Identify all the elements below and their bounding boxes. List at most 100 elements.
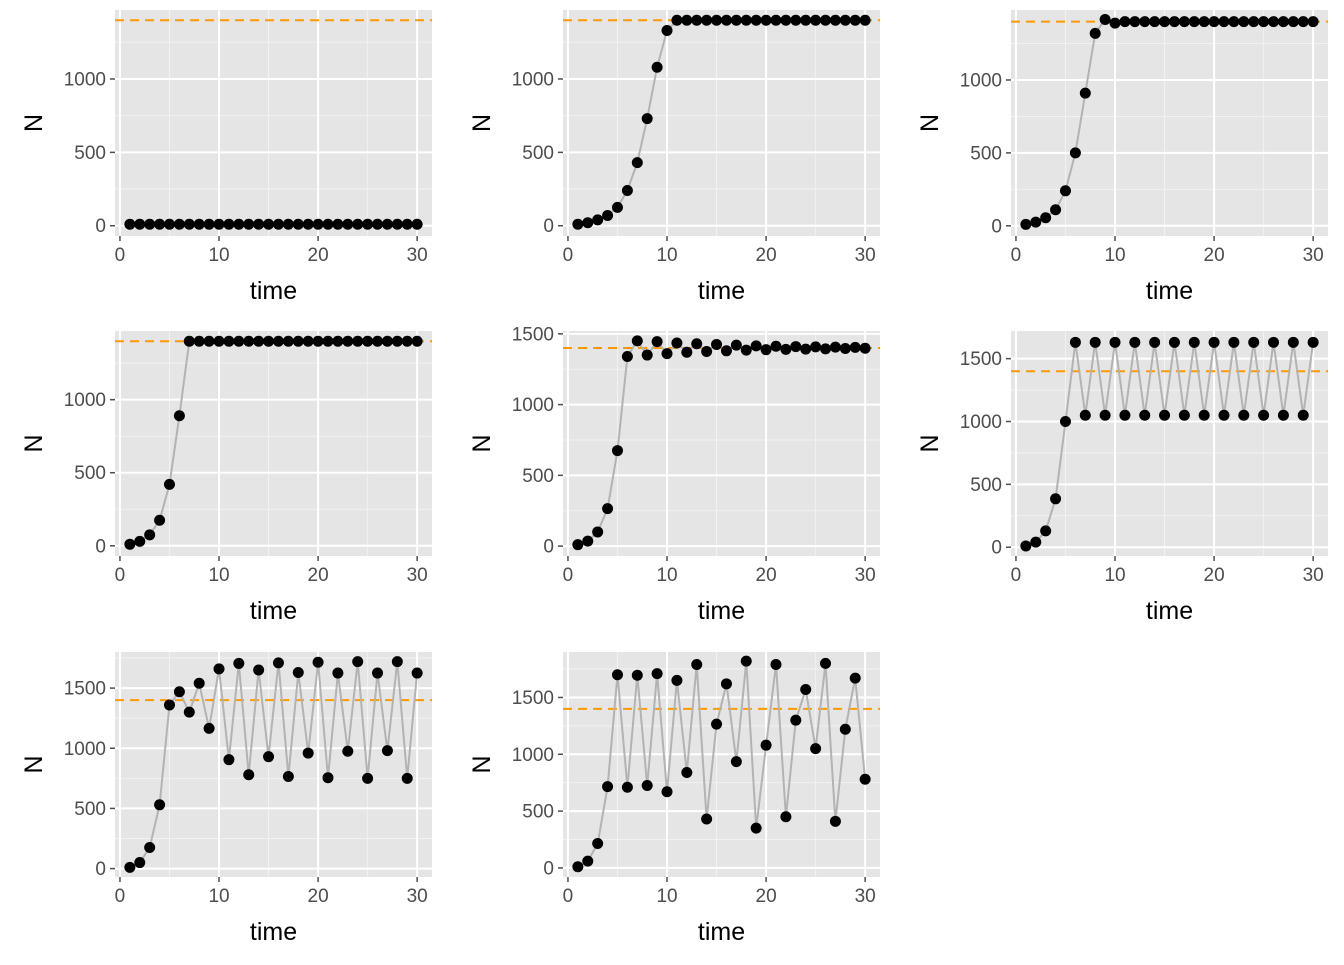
- data-point: [1208, 336, 1220, 348]
- data-point: [651, 668, 663, 680]
- y-axis-title: N: [20, 434, 48, 452]
- data-point: [1258, 409, 1270, 421]
- data-point: [203, 722, 215, 734]
- data-point: [183, 218, 195, 230]
- data-point: [740, 344, 752, 356]
- data-point: [411, 667, 423, 679]
- data-point: [1268, 16, 1280, 28]
- data-point: [154, 218, 166, 230]
- data-point: [800, 343, 812, 355]
- data-point: [1188, 16, 1200, 28]
- data-point: [740, 14, 752, 26]
- data-point: [253, 335, 265, 347]
- data-point: [223, 754, 235, 766]
- data-point: [193, 677, 205, 689]
- data-point: [592, 214, 604, 226]
- data-point: [312, 656, 324, 668]
- x-tick-label: 10: [1104, 565, 1125, 586]
- data-point: [760, 344, 772, 356]
- data-point: [282, 771, 294, 783]
- series-line: [1025, 342, 1315, 547]
- data-point: [661, 25, 673, 37]
- x-tick-label: 0: [563, 886, 574, 907]
- x-tick-label: 20: [308, 886, 329, 907]
- data-point: [671, 337, 683, 349]
- data-point: [1020, 540, 1032, 552]
- data-point: [641, 349, 653, 361]
- y-tick-label: 1000: [512, 745, 554, 766]
- data-point: [1159, 409, 1171, 421]
- x-axis-title: time: [698, 277, 745, 305]
- data-point: [1297, 16, 1309, 28]
- data-point: [611, 201, 623, 213]
- data-point: [193, 335, 205, 347]
- x-tick-label: 10: [1104, 245, 1125, 266]
- data-point: [401, 335, 413, 347]
- data-point: [810, 743, 822, 755]
- data-point: [829, 815, 841, 827]
- data-point: [1139, 409, 1151, 421]
- y-tick-label: 0: [543, 858, 554, 879]
- data-point: [1040, 525, 1052, 537]
- data-point: [362, 335, 374, 347]
- data-point: [711, 718, 723, 730]
- x-tick-label: 0: [1011, 245, 1022, 266]
- data-point: [312, 218, 324, 230]
- data-point: [1109, 17, 1121, 29]
- y-tick-label: 500: [74, 799, 106, 820]
- data-point: [1218, 16, 1230, 28]
- data-point: [144, 529, 156, 541]
- x-tick-label: 0: [115, 245, 126, 266]
- data-point: [253, 218, 265, 230]
- y-axis-title: N: [20, 114, 48, 132]
- data-point: [661, 786, 673, 798]
- y-axis-title: N: [916, 434, 944, 452]
- data-point: [631, 335, 643, 347]
- data-point: [760, 14, 772, 26]
- data-point: [800, 14, 812, 26]
- y-tick-label: 1500: [960, 349, 1002, 370]
- data-point: [292, 335, 304, 347]
- data-point: [1119, 16, 1131, 28]
- y-tick-label: 500: [522, 802, 554, 823]
- data-point: [1069, 147, 1081, 159]
- data-point: [839, 14, 851, 26]
- data-point: [332, 335, 344, 347]
- data-point: [691, 338, 703, 350]
- data-point: [1159, 16, 1171, 28]
- panel-background: [1011, 10, 1328, 236]
- data-point: [332, 218, 344, 230]
- y-tick-label: 0: [95, 536, 106, 557]
- x-tick-label: 30: [407, 565, 428, 586]
- data-point: [213, 218, 225, 230]
- data-point: [391, 218, 403, 230]
- data-point: [411, 218, 423, 230]
- data-point: [1139, 16, 1151, 28]
- data-point: [592, 526, 604, 538]
- x-tick-label: 30: [407, 245, 428, 266]
- x-tick-label: 30: [855, 886, 876, 907]
- data-point: [134, 857, 146, 869]
- data-point: [381, 335, 393, 347]
- x-tick-label: 10: [656, 886, 677, 907]
- y-tick-label: 1500: [512, 688, 554, 709]
- data-point: [701, 813, 713, 825]
- data-point: [1168, 336, 1180, 348]
- data-point: [691, 14, 703, 26]
- data-point: [1287, 16, 1299, 28]
- y-axis-title: N: [468, 755, 496, 773]
- data-point: [582, 855, 594, 867]
- y-tick-label: 1000: [64, 69, 106, 90]
- data-point: [1277, 16, 1289, 28]
- data-point: [342, 335, 354, 347]
- data-point: [651, 61, 663, 73]
- data-point: [1099, 409, 1111, 421]
- data-point: [810, 14, 822, 26]
- data-point: [272, 335, 284, 347]
- data-point: [671, 674, 683, 686]
- data-point: [720, 14, 732, 26]
- data-point: [780, 14, 792, 26]
- y-tick-label: 1000: [960, 412, 1002, 433]
- data-point: [1020, 218, 1032, 230]
- data-point: [829, 14, 841, 26]
